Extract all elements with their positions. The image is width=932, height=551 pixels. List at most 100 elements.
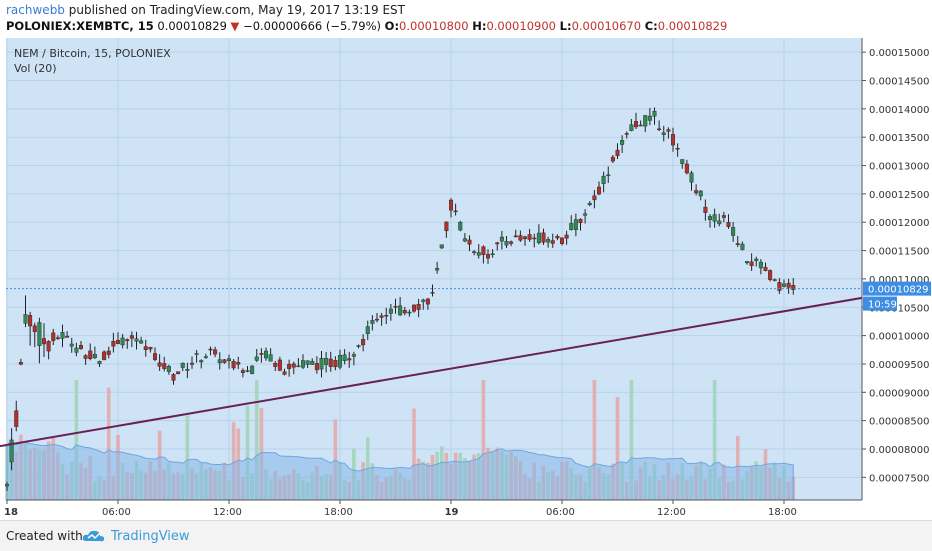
candle-body bbox=[148, 346, 153, 350]
y-tick-label: 0.00012000 bbox=[869, 218, 929, 229]
x-tick-label: 18:00 bbox=[324, 507, 353, 518]
close-value: 0.00010829 bbox=[657, 19, 728, 33]
candle-body bbox=[731, 227, 736, 236]
volume-bar bbox=[592, 380, 597, 500]
candle-body bbox=[462, 238, 467, 242]
author-link[interactable]: rachwebb bbox=[6, 3, 65, 17]
x-tick-label: 18 bbox=[4, 507, 18, 518]
y-tick-label: 0.00008000 bbox=[869, 445, 929, 456]
candle-body bbox=[675, 148, 680, 150]
symbol-label: POLONIEX:XEMBTC, 15 bbox=[6, 19, 154, 33]
candle-body bbox=[171, 374, 176, 381]
candle-body bbox=[777, 282, 782, 291]
open-value: 0.00010800 bbox=[399, 19, 469, 33]
candle-body bbox=[444, 221, 449, 232]
candle-body bbox=[684, 163, 689, 174]
candle-body bbox=[615, 149, 620, 157]
candle-body bbox=[402, 309, 407, 314]
plot-area[interactable] bbox=[6, 38, 862, 500]
candle-body bbox=[342, 354, 347, 361]
candle-body bbox=[74, 347, 79, 353]
candle-body bbox=[472, 251, 477, 253]
candle-body bbox=[115, 339, 120, 344]
candle-body bbox=[527, 234, 532, 240]
candle-body bbox=[416, 304, 421, 310]
candle-body bbox=[601, 175, 606, 184]
candle-body bbox=[546, 239, 551, 243]
candle-body bbox=[467, 239, 472, 245]
candle-body bbox=[490, 253, 495, 255]
price-axis[interactable] bbox=[862, 38, 932, 500]
y-tick-label: 0.00011500 bbox=[869, 247, 929, 258]
y-tick-label: 0.00009500 bbox=[869, 360, 929, 371]
x-tick-label: 12:00 bbox=[657, 507, 686, 518]
candle-body bbox=[407, 311, 412, 314]
candle-body bbox=[259, 353, 264, 355]
candle-body bbox=[361, 339, 366, 346]
candle-body bbox=[758, 261, 763, 269]
time-axis[interactable] bbox=[0, 500, 932, 520]
candle-body bbox=[583, 213, 588, 216]
candle-body bbox=[226, 358, 231, 362]
price-change: −0.00000666 (−5.79%) bbox=[243, 19, 382, 33]
candle-body bbox=[296, 365, 301, 368]
candle-body bbox=[634, 121, 639, 128]
candle-body bbox=[213, 349, 218, 355]
down-arrow-icon: ▼ bbox=[230, 19, 240, 33]
candle-body bbox=[643, 115, 648, 127]
countdown-badge bbox=[863, 296, 897, 311]
candle-body bbox=[28, 315, 33, 327]
candle-body bbox=[652, 111, 657, 117]
candle-body bbox=[351, 354, 356, 357]
candle-body bbox=[430, 292, 435, 294]
candle-body bbox=[338, 355, 343, 368]
candle-body bbox=[14, 410, 19, 427]
y-tick-label: 0.00007500 bbox=[869, 473, 929, 484]
candle-body bbox=[125, 339, 130, 342]
volume-bar bbox=[254, 380, 259, 500]
candle-body bbox=[88, 350, 93, 359]
bar-countdown-label: 10:59 bbox=[868, 300, 897, 311]
y-tick-label: 0.00011000 bbox=[869, 275, 929, 286]
candle-body bbox=[647, 115, 652, 121]
candle-body bbox=[712, 214, 717, 222]
candle-body bbox=[726, 222, 731, 227]
candle-body bbox=[421, 299, 426, 302]
candle-body bbox=[393, 306, 398, 308]
tradingview-logo[interactable]: TradingView bbox=[82, 526, 190, 546]
candle-body bbox=[435, 268, 440, 271]
volume-bar bbox=[481, 380, 486, 500]
x-tick-label: 12:00 bbox=[213, 507, 242, 518]
volume-bar bbox=[712, 380, 717, 500]
candle-body bbox=[518, 235, 523, 241]
candle-body bbox=[597, 186, 602, 195]
candle-body bbox=[398, 305, 403, 316]
created-with-label: Created with bbox=[6, 529, 83, 543]
volume-legend: Vol (20) bbox=[14, 62, 57, 75]
tradingview-cloud-icon bbox=[82, 530, 105, 542]
candle-body bbox=[661, 132, 666, 135]
candle-body bbox=[620, 140, 625, 145]
volume-bar bbox=[231, 422, 236, 500]
candle-body bbox=[564, 234, 569, 239]
candle-body bbox=[388, 308, 393, 314]
candle-body bbox=[735, 243, 740, 245]
candle-body bbox=[763, 266, 768, 271]
candle-body bbox=[509, 241, 514, 244]
candle-body bbox=[180, 363, 185, 368]
y-tick-label: 0.00013000 bbox=[869, 162, 929, 173]
candle-body bbox=[4, 483, 9, 487]
last-price-axis-label: 0.00010829 bbox=[868, 285, 928, 296]
candle-body bbox=[264, 350, 269, 359]
candle-body bbox=[152, 353, 157, 360]
candle-body bbox=[532, 237, 537, 240]
candle-body bbox=[129, 335, 134, 339]
candle-body bbox=[610, 156, 615, 162]
candle-body bbox=[717, 220, 722, 225]
candle-body bbox=[629, 124, 634, 131]
price-chart[interactable]: 0.00015000 0.00014500 0.00014000 0.00013500… bbox=[0, 0, 932, 520]
candle-body bbox=[439, 244, 444, 249]
candle-body bbox=[560, 237, 565, 244]
candle-body bbox=[18, 362, 23, 365]
trendline[interactable] bbox=[0, 286, 923, 448]
